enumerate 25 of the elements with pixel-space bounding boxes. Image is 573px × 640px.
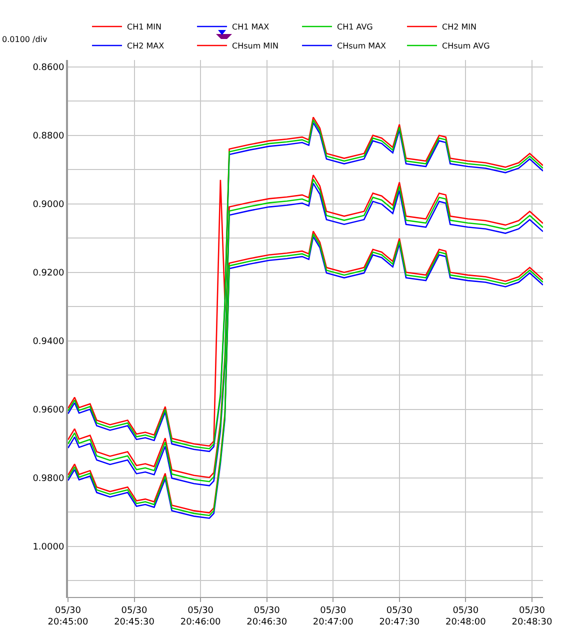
legend-label: CH2 MIN bbox=[442, 22, 476, 32]
legend-label: CHsum AVG bbox=[442, 42, 490, 51]
y-tick-label: 0.9600 bbox=[32, 405, 64, 416]
y-tick-label: 0.9200 bbox=[32, 268, 64, 278]
y-tick-label: 0.9800 bbox=[32, 474, 64, 484]
x-tick-label: 05/30 20:48:30 bbox=[512, 606, 552, 628]
x-tick-label: 05/30 20:45:30 bbox=[114, 606, 155, 628]
legend-label: CH1 MIN bbox=[127, 22, 162, 32]
legend-label: CHsum MAX bbox=[337, 42, 387, 51]
x-tick-label: 05/30 20:47:30 bbox=[379, 606, 420, 628]
x-tick-label: 05/30 20:46:00 bbox=[180, 606, 222, 628]
legend-label: CHsum MIN bbox=[232, 42, 278, 51]
legend-label: CH2 MAX bbox=[127, 42, 165, 51]
x-tick-label: 05/30 20:46:30 bbox=[246, 606, 288, 628]
y-tick-label: 0.9400 bbox=[32, 336, 64, 347]
x-tick-label: 05/30 20:48:00 bbox=[445, 606, 486, 628]
legend-label: CH1 MAX bbox=[232, 22, 270, 32]
y-tick-label: 0.9000 bbox=[32, 200, 64, 210]
x-tick-label: 05/30 20:47:00 bbox=[312, 606, 354, 628]
y-tick-label: 0.8600 bbox=[32, 63, 64, 73]
text: 0.0100 /div bbox=[2, 35, 48, 44]
legend-label: CH1 AVG bbox=[337, 22, 373, 32]
x-tick-label: 05/30 20:45:00 bbox=[48, 606, 88, 628]
y-tick-label: 1.0000 bbox=[32, 542, 64, 552]
y-tick-label: 0.8800 bbox=[32, 131, 64, 142]
